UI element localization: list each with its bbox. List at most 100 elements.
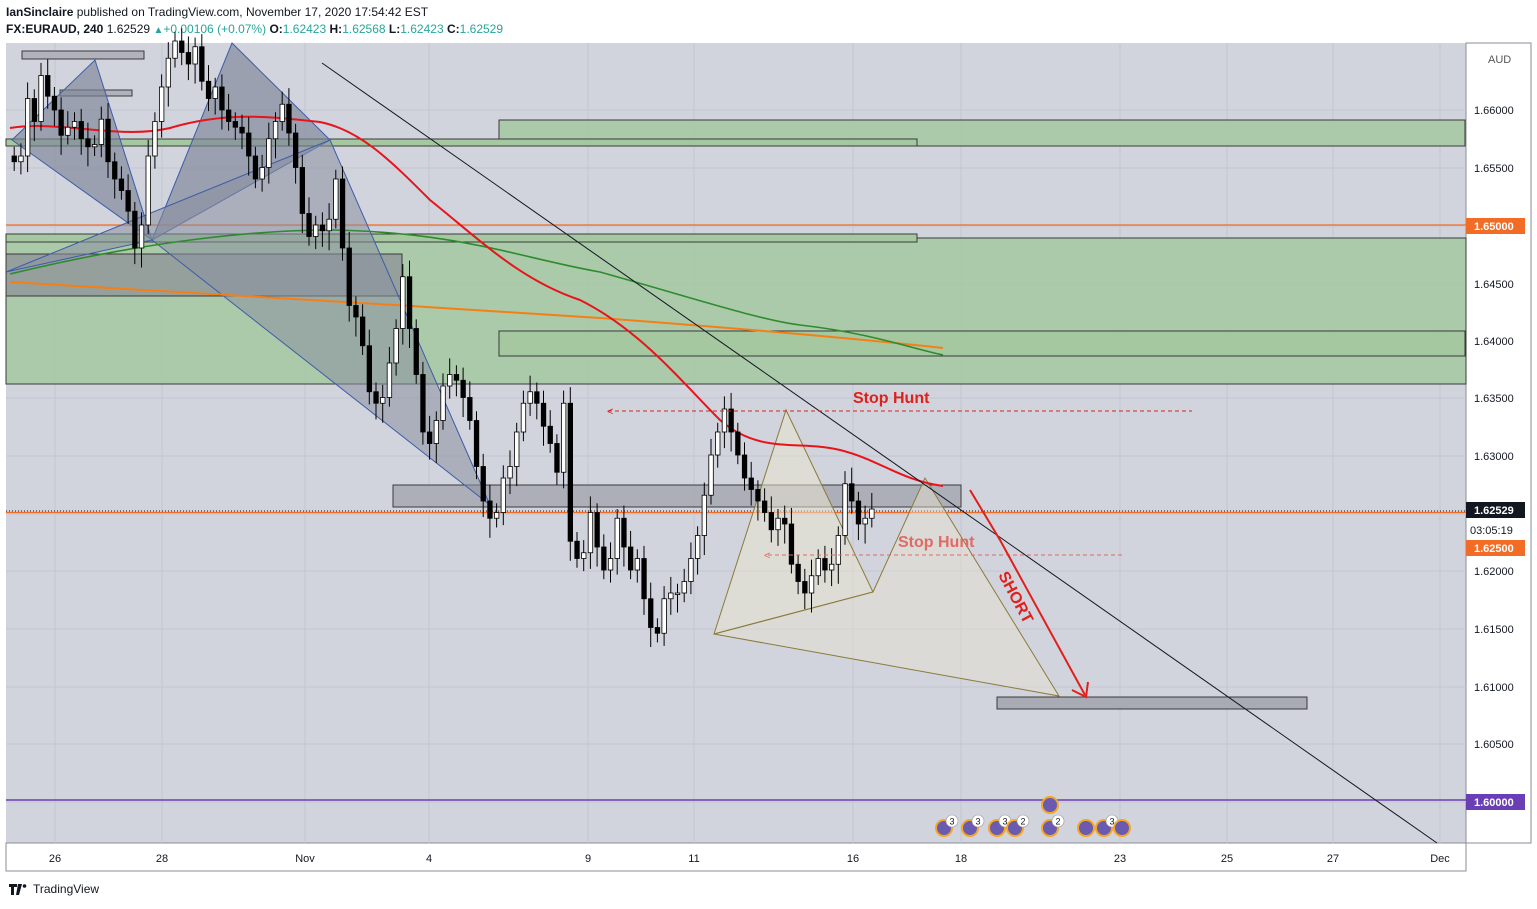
event-count-badge	[971, 814, 985, 828]
y-tick-label: 1.61000	[1474, 682, 1514, 694]
high-label: H:	[329, 22, 343, 36]
candle-body	[239, 126, 245, 134]
candle	[359, 304, 366, 355]
candle-body	[212, 86, 218, 99]
event-marker-icon	[1041, 796, 1059, 814]
candle	[735, 422, 741, 465]
x-tick-label: 18	[955, 853, 967, 865]
candle-body	[353, 305, 359, 318]
event-marker-icon	[1077, 819, 1095, 837]
candle-body	[628, 546, 634, 571]
candle	[741, 442, 748, 491]
candle-body	[567, 402, 573, 542]
candle-body	[333, 178, 339, 220]
event-count-badge	[1016, 814, 1030, 828]
x-tick-label: 28	[156, 853, 168, 865]
candle	[38, 62, 44, 131]
price-label-low-bg	[1466, 540, 1525, 556]
candle-body	[453, 374, 460, 381]
candle-body	[406, 276, 413, 329]
candle-body	[346, 247, 352, 306]
candle	[447, 358, 453, 399]
candle	[239, 114, 245, 150]
trendline	[321, 62, 1438, 844]
candle	[152, 112, 158, 169]
candle-body	[205, 80, 212, 99]
candle-body	[473, 420, 480, 467]
candle-body	[835, 535, 841, 565]
candle-body	[45, 75, 51, 97]
candle	[849, 467, 855, 514]
event-count: 2	[1055, 817, 1060, 827]
price-axis[interactable]	[1465, 42, 1532, 844]
event-count-badge	[945, 814, 959, 828]
publish-info: IanSinclaire published on TradingView.co…	[6, 5, 428, 19]
candle	[621, 505, 627, 567]
candle-body	[400, 276, 406, 329]
candle-body	[802, 581, 808, 594]
candle	[51, 87, 58, 127]
candle	[540, 390, 547, 446]
candle	[71, 112, 78, 140]
candle	[185, 36, 192, 81]
candle	[520, 390, 527, 442]
stop-hunt-label-1: Stop Hunt	[853, 390, 930, 407]
candle	[373, 382, 379, 420]
x-tick-label: Nov	[295, 853, 315, 865]
candle-body	[65, 126, 71, 136]
price-label-support: 1.60000	[1474, 797, 1514, 809]
candle-body	[11, 155, 17, 163]
candle-body	[721, 408, 728, 433]
candle	[279, 91, 285, 131]
candle-body	[735, 431, 741, 456]
candle	[641, 545, 647, 615]
candle	[862, 505, 868, 544]
candle	[78, 108, 84, 155]
y-tick-label: 1.63000	[1474, 451, 1514, 463]
candle	[406, 260, 413, 349]
thin-green-zone	[5, 138, 918, 147]
y-tick-label: 1.61500	[1474, 624, 1514, 636]
tradingview-brand: TradingView	[33, 882, 100, 896]
candle	[768, 496, 774, 543]
time-axis[interactable]	[5, 842, 1467, 872]
candle-body	[668, 592, 674, 600]
event-count: 3	[1002, 817, 1007, 827]
candle-body	[366, 345, 373, 393]
candle	[286, 88, 292, 146]
candle	[319, 212, 326, 247]
candle-body	[447, 374, 453, 387]
candle	[413, 319, 419, 384]
candle-body	[849, 483, 855, 502]
candle-body	[480, 466, 486, 502]
candle-body	[266, 138, 272, 168]
candle	[380, 384, 386, 423]
author-name[interactable]: IanSinclaire	[6, 5, 74, 19]
candle	[601, 534, 607, 580]
candle	[145, 139, 151, 235]
candle	[158, 74, 165, 138]
candle-body	[420, 374, 426, 433]
candle-body	[741, 454, 748, 479]
candle	[514, 422, 520, 487]
tradingview-footer[interactable]: TradingView	[8, 882, 99, 896]
candle	[339, 166, 346, 261]
candle	[440, 373, 446, 430]
candle-body	[527, 391, 533, 404]
open-value: 1.62423	[282, 22, 327, 36]
candle-body	[31, 98, 37, 122]
candle	[165, 42, 172, 107]
countdown-label: 03:05:19	[1470, 525, 1513, 537]
candle	[112, 152, 118, 199]
candle	[788, 507, 795, 574]
candle	[587, 496, 594, 569]
candle	[353, 296, 359, 337]
candle	[795, 555, 801, 595]
candle-body	[862, 517, 868, 525]
candle	[681, 568, 687, 603]
candle	[855, 491, 862, 541]
event-count-badge	[1051, 814, 1065, 828]
candle-body	[199, 46, 205, 82]
candle	[199, 34, 205, 91]
